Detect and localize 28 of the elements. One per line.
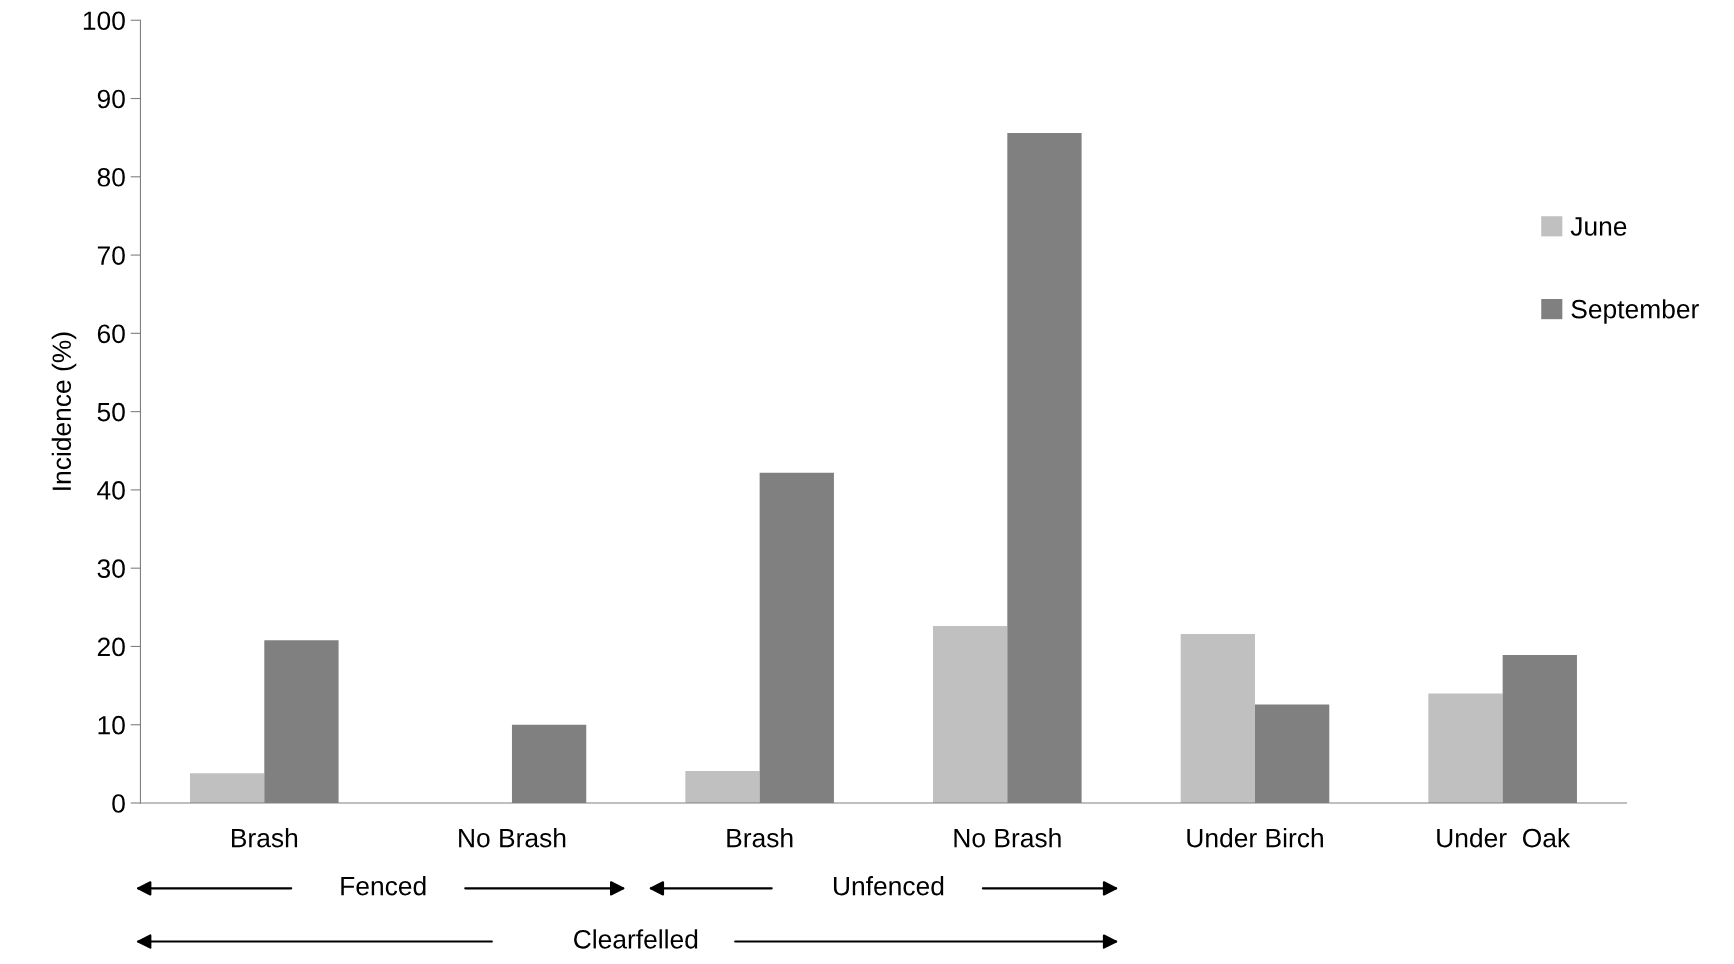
y-tick-label: 50: [97, 402, 125, 422]
x-tick-label: Under Oak: [1437, 828, 1571, 848]
y-tick-label: 30: [97, 559, 125, 578]
y-axis-title: Incidence (%): [51, 332, 77, 490]
text: Clearfelled: [574, 929, 698, 949]
y-tick-label: 0: [112, 794, 125, 813]
legend-label: September: [1571, 299, 1699, 324]
x-tick-label: Brash: [727, 828, 793, 848]
bar: [1428, 693, 1503, 804]
y-tick-label: 70: [97, 246, 125, 265]
x-tick-label: No Brash: [459, 828, 566, 848]
y-tick-label: 60: [97, 324, 125, 344]
y-tick-label: 90: [97, 89, 125, 109]
text: Unfenced: [833, 876, 944, 896]
x-tick-label: Brash: [231, 828, 298, 848]
text: Fenced: [341, 876, 426, 896]
bar: [189, 773, 265, 804]
legend-label: June: [1570, 217, 1627, 236]
x-tick-label: No Brash: [954, 828, 1061, 848]
y-tick-label: 40: [97, 481, 125, 500]
y-tick-label: 10: [98, 715, 125, 735]
bar: [933, 626, 1008, 804]
y-tick-label: 80: [97, 167, 125, 187]
y-tick-label: 20: [97, 637, 125, 657]
bar: [1180, 633, 1255, 804]
x-tick-label: Under Birch: [1187, 828, 1323, 848]
y-tick-label: 100: [83, 11, 125, 31]
bar: [685, 770, 760, 804]
